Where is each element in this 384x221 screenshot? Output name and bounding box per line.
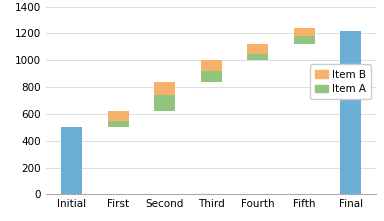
Bar (201, 71, 222, 82)
Legend: Item B, Item A: Item B, Item A (310, 65, 371, 99)
Bar (247, 53, 268, 60)
Bar (154, 95, 175, 111)
Bar (201, 60, 222, 71)
Bar (247, 44, 268, 53)
Bar (108, 111, 129, 121)
Bar (294, 36, 315, 44)
Bar (340, 31, 361, 194)
Bar (154, 82, 175, 95)
Bar (61, 127, 82, 194)
Bar (294, 28, 315, 36)
Bar (108, 121, 129, 127)
